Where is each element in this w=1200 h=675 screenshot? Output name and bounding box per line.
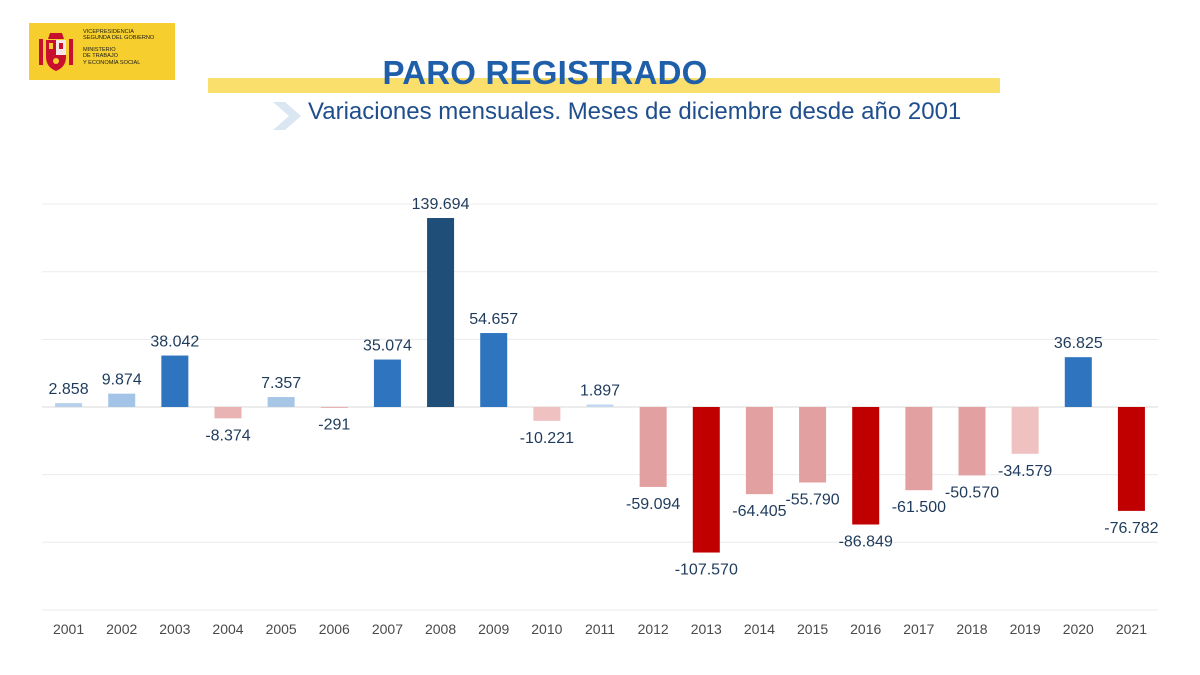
- x-tick-label-2021: 2021: [1116, 621, 1147, 637]
- bar-2012: [639, 407, 667, 487]
- x-tick-label-2012: 2012: [638, 621, 669, 637]
- bar-2007: [373, 359, 401, 407]
- data-label-2005: 7.357: [261, 375, 301, 392]
- data-label-2004: -8.374: [205, 427, 250, 444]
- data-label-2012: -59.094: [626, 496, 680, 513]
- bar-2015: [799, 407, 827, 483]
- data-label-2019: -34.579: [998, 463, 1052, 480]
- bar-2020: [1064, 357, 1092, 407]
- x-tick-label-2008: 2008: [425, 621, 456, 637]
- data-label-2016: -86.849: [839, 534, 893, 551]
- x-tick-label-2018: 2018: [956, 621, 987, 637]
- chevron-right-icon: [273, 102, 301, 130]
- data-label-2018: -50.570: [945, 484, 999, 501]
- government-logo: Vicepresidencia Segunda del Gobierno Min…: [29, 23, 175, 80]
- data-label-2002: 9.874: [102, 372, 142, 389]
- x-tick-label-2016: 2016: [850, 621, 881, 637]
- x-tick-label-2006: 2006: [319, 621, 350, 637]
- bar-2005: [267, 397, 295, 407]
- data-label-2009: 54.657: [469, 311, 518, 328]
- data-label-2008: 139.694: [412, 196, 470, 213]
- data-label-2003: 38.042: [150, 334, 199, 351]
- bar-2013: [692, 407, 720, 553]
- x-tick-label-2003: 2003: [159, 621, 190, 637]
- data-label-2020: 36.825: [1054, 335, 1103, 352]
- x-tick-label-2020: 2020: [1063, 621, 1094, 637]
- title-highlight-bar: [208, 78, 1000, 93]
- bar-2006: [320, 407, 348, 408]
- chart-subtitle: Variaciones mensuales. Meses de diciembr…: [308, 98, 962, 125]
- bar-2010: [533, 407, 561, 421]
- bar-2014: [745, 407, 773, 495]
- logo-line-segunda: Segunda del Gobierno: [83, 35, 155, 42]
- x-tick-label-2014: 2014: [744, 621, 775, 637]
- data-label-2006: -291: [318, 416, 350, 433]
- data-label-2021: -76.782: [1104, 520, 1158, 537]
- data-label-2011: 1.897: [580, 382, 620, 399]
- bar-2001: [55, 403, 83, 407]
- x-tick-label-2005: 2005: [266, 621, 297, 637]
- x-tick-label-2007: 2007: [372, 621, 403, 637]
- data-label-2010: -10.221: [520, 430, 574, 447]
- bar-2011: [586, 404, 614, 407]
- data-label-2014: -64.405: [732, 503, 786, 520]
- bar-2018: [958, 407, 986, 476]
- page-title: PARO REGISTRADO: [382, 54, 708, 91]
- x-tick-label-2017: 2017: [903, 621, 934, 637]
- bar-2004: [214, 407, 242, 419]
- x-tick-label-2019: 2019: [1010, 621, 1041, 637]
- logo-line-vicepresidencia: Vicepresidencia: [83, 29, 134, 35]
- data-label-2001: 2.858: [49, 381, 89, 398]
- x-tick-label-2002: 2002: [106, 621, 137, 637]
- bar-2009: [480, 333, 508, 407]
- data-label-2013: -107.570: [675, 562, 738, 579]
- data-label-2017: -61.500: [892, 499, 946, 516]
- x-tick-label-2010: 2010: [531, 621, 562, 637]
- x-tick-label-2015: 2015: [797, 621, 828, 637]
- logo-line-trabajo: de Trabajo: [83, 53, 119, 60]
- x-tick-label-2004: 2004: [212, 621, 243, 637]
- x-tick-label-2009: 2009: [478, 621, 509, 637]
- bar-2016: [852, 407, 880, 525]
- logo-line-economia: y Economía Social: [83, 59, 141, 66]
- data-label-2015: -55.790: [785, 491, 839, 508]
- data-label-2007: 35.074: [363, 338, 412, 355]
- bar-2021: [1117, 407, 1145, 511]
- coat-of-arms-icon: [39, 33, 73, 71]
- bar-2002: [108, 393, 136, 407]
- x-tick-label-2011: 2011: [585, 621, 615, 637]
- bar-2019: [1011, 407, 1039, 454]
- bar-2017: [905, 407, 933, 491]
- logo-line-ministerio: Ministerio: [83, 47, 116, 53]
- x-tick-label-2013: 2013: [691, 621, 722, 637]
- bar-2003: [161, 355, 189, 407]
- bar-2008: [427, 218, 455, 407]
- x-tick-label-2001: 2001: [53, 621, 84, 637]
